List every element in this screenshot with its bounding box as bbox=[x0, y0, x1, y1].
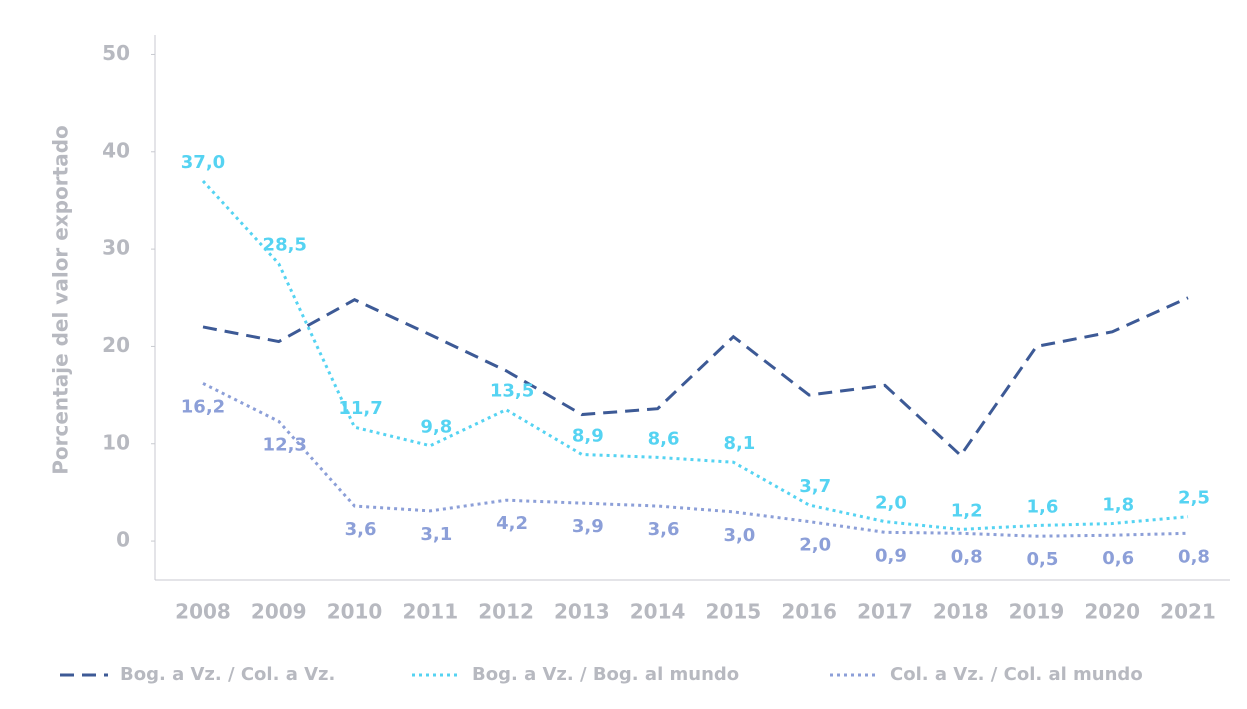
data-label: 0,9 bbox=[875, 545, 907, 566]
data-label: 1,2 bbox=[951, 500, 983, 521]
data-label: 1,6 bbox=[1027, 497, 1059, 518]
data-label: 2,0 bbox=[875, 493, 907, 514]
data-label: 8,1 bbox=[723, 433, 755, 454]
data-label: 3,7 bbox=[799, 476, 831, 497]
x-tick-label: 2014 bbox=[630, 600, 686, 624]
data-label: 2,5 bbox=[1178, 488, 1210, 509]
data-label: 28,5 bbox=[263, 235, 307, 256]
data-label: 12,3 bbox=[263, 434, 307, 455]
x-tick-label: 2011 bbox=[402, 600, 458, 624]
data-label: 16,2 bbox=[181, 396, 225, 417]
data-label: 11,7 bbox=[338, 398, 382, 419]
y-tick-label: 0 bbox=[116, 528, 130, 552]
legend-label: Bog. a Vz. / Bog. al mundo bbox=[472, 664, 739, 685]
y-tick-label: 50 bbox=[102, 41, 130, 65]
x-tick-label: 2008 bbox=[175, 600, 231, 624]
y-tick-label: 10 bbox=[102, 430, 130, 454]
y-tick-label: 30 bbox=[102, 236, 130, 260]
data-label: 3,1 bbox=[420, 524, 452, 545]
data-label: 0,5 bbox=[1027, 549, 1059, 570]
data-label: 3,6 bbox=[345, 519, 377, 540]
legend-label: Bog. a Vz. / Col. a Vz. bbox=[120, 664, 335, 685]
y-tick-label: 20 bbox=[102, 333, 130, 357]
line bbox=[202, 296, 1189, 458]
line bbox=[201, 179, 1189, 531]
data-label: 2,0 bbox=[799, 535, 831, 556]
x-tick-label: 2018 bbox=[933, 600, 989, 624]
x-tick-label: 2016 bbox=[781, 600, 837, 624]
legend-label: Col. a Vz. / Col. al mundo bbox=[890, 664, 1143, 685]
line bbox=[202, 382, 1189, 538]
data-label: 4,2 bbox=[496, 513, 528, 534]
data-label: 13,5 bbox=[490, 381, 534, 402]
x-tick-label: 2015 bbox=[706, 600, 762, 624]
x-tick-label: 2019 bbox=[1009, 600, 1065, 624]
x-tick-label: 2021 bbox=[1160, 600, 1216, 624]
data-label: 1,8 bbox=[1102, 495, 1134, 516]
x-tick-label: 2017 bbox=[857, 600, 913, 624]
x-tick-label: 2009 bbox=[251, 600, 307, 624]
x-tick-label: 2013 bbox=[554, 600, 610, 624]
data-label: 3,0 bbox=[723, 525, 755, 546]
data-label: 0,8 bbox=[951, 546, 983, 567]
y-tick-label: 40 bbox=[102, 138, 130, 162]
data-label: 3,9 bbox=[572, 516, 604, 537]
data-label: 9,8 bbox=[420, 417, 452, 438]
x-tick-label: 2012 bbox=[478, 600, 534, 624]
data-label: 0,6 bbox=[1102, 548, 1134, 569]
data-label: 0,8 bbox=[1178, 546, 1210, 567]
data-label: 8,9 bbox=[572, 425, 604, 446]
x-tick-label: 2010 bbox=[327, 600, 383, 624]
y-axis-label: Porcentaje del valor exportado bbox=[49, 125, 73, 475]
data-label: 8,6 bbox=[648, 428, 680, 449]
x-tick-label: 2020 bbox=[1084, 600, 1140, 624]
data-label: 3,6 bbox=[648, 519, 680, 540]
data-label: 37,0 bbox=[181, 152, 225, 173]
